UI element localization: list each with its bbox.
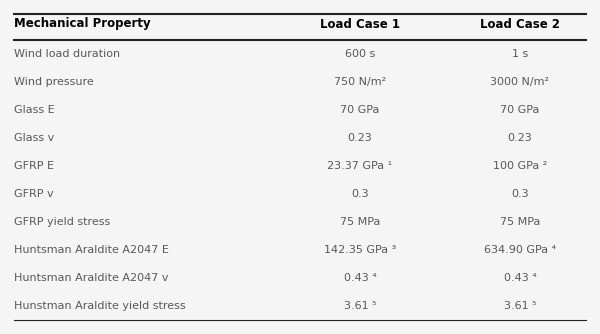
Text: Load Case 1: Load Case 1 — [320, 17, 400, 30]
Text: 70 GPa: 70 GPa — [340, 105, 380, 115]
Text: 3.61 ⁵: 3.61 ⁵ — [504, 301, 536, 311]
Text: 142.35 GPa ³: 142.35 GPa ³ — [324, 245, 396, 255]
Text: Huntsman Araldite A2047 E: Huntsman Araldite A2047 E — [14, 245, 169, 255]
Text: Hunstman Araldite yield stress: Hunstman Araldite yield stress — [14, 301, 185, 311]
Text: Glass E: Glass E — [14, 105, 55, 115]
Text: 3.61 ⁵: 3.61 ⁵ — [344, 301, 376, 311]
Text: 100 GPa ²: 100 GPa ² — [493, 161, 547, 171]
Text: 600 s: 600 s — [345, 49, 375, 59]
Text: 0.3: 0.3 — [351, 189, 369, 199]
Text: Load Case 2: Load Case 2 — [480, 17, 560, 30]
Text: 0.43 ⁴: 0.43 ⁴ — [503, 273, 536, 283]
Text: GFRP v: GFRP v — [14, 189, 53, 199]
Text: Wind load duration: Wind load duration — [14, 49, 120, 59]
Text: 0.43 ⁴: 0.43 ⁴ — [344, 273, 376, 283]
Text: 3000 N/m²: 3000 N/m² — [491, 77, 550, 87]
Text: 23.37 GPa ¹: 23.37 GPa ¹ — [328, 161, 392, 171]
Text: Glass v: Glass v — [14, 133, 54, 143]
Text: GFRP yield stress: GFRP yield stress — [14, 217, 110, 227]
Text: 634.90 GPa ⁴: 634.90 GPa ⁴ — [484, 245, 556, 255]
Text: Mechanical Property: Mechanical Property — [14, 17, 151, 30]
Text: 70 GPa: 70 GPa — [500, 105, 539, 115]
Text: 75 MPa: 75 MPa — [500, 217, 540, 227]
Text: 0.3: 0.3 — [511, 189, 529, 199]
Text: 0.23: 0.23 — [347, 133, 373, 143]
Text: 1 s: 1 s — [512, 49, 528, 59]
Text: Huntsman Araldite A2047 v: Huntsman Araldite A2047 v — [14, 273, 169, 283]
Text: Wind pressure: Wind pressure — [14, 77, 94, 87]
Text: 750 N/m²: 750 N/m² — [334, 77, 386, 87]
Text: 75 MPa: 75 MPa — [340, 217, 380, 227]
Text: 0.23: 0.23 — [508, 133, 532, 143]
Text: GFRP E: GFRP E — [14, 161, 54, 171]
